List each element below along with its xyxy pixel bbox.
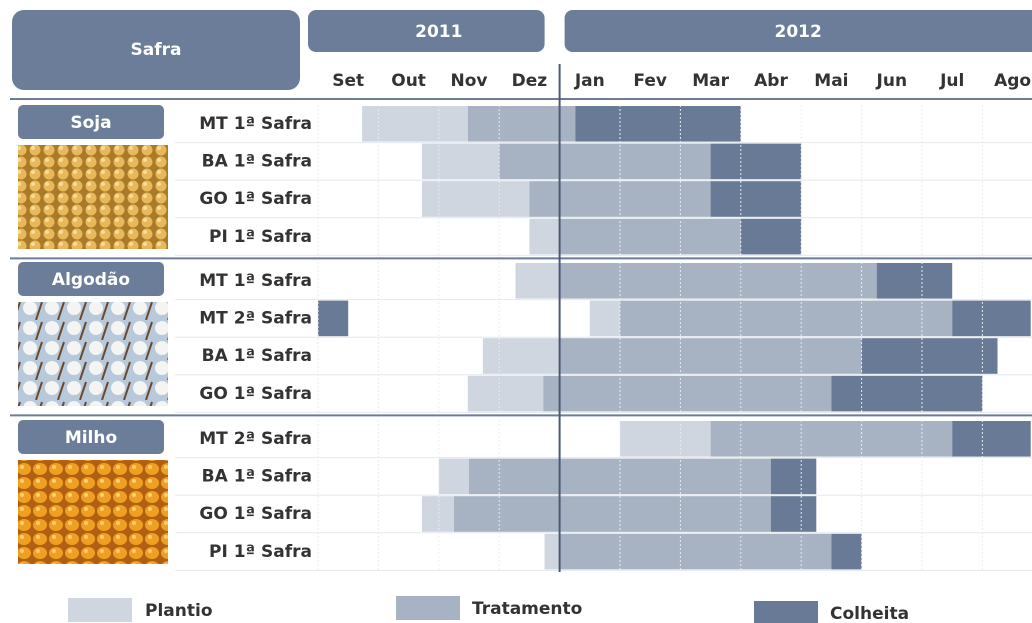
month-label: Mai [814, 71, 848, 91]
crop-image [18, 145, 168, 249]
phase-bar [421, 143, 500, 180]
phase-bar [952, 300, 1031, 337]
month-label: Ago [994, 71, 1031, 91]
phase-bar [861, 338, 998, 374]
crop-name-box [18, 420, 164, 454]
phase-bar [740, 218, 802, 255]
phase-bar [362, 106, 468, 142]
phase-bar [482, 338, 560, 374]
month-label: Jul [939, 71, 964, 91]
crop-name: Soja [70, 113, 111, 133]
content: Safra 2011 2012 Set Out Nov Dez Jan Fev Mar Abr Ma… [10, 10, 1032, 623]
crop-name-box [18, 105, 164, 139]
month-label: Nov [451, 71, 488, 91]
crop-name: Algodão [52, 270, 130, 290]
phase-bar [515, 263, 560, 299]
row-label: PI 1ª Safra [209, 227, 312, 247]
phase-bar [499, 143, 711, 180]
legend-label: Colheita [830, 604, 909, 623]
legend-label: Tratamento [472, 599, 582, 619]
safra-header-box [12, 10, 300, 90]
phase-bar [559, 338, 862, 374]
phase-bar [710, 143, 802, 180]
row-label: MT 1ª Safra [199, 271, 312, 291]
crop-image [18, 460, 168, 564]
year-box [308, 10, 545, 52]
phase-bar [710, 181, 802, 217]
row-label: MT 2ª Safra [199, 429, 312, 449]
phase-bar [831, 533, 862, 570]
phase-bar [589, 300, 620, 337]
phase-bar [952, 421, 1031, 457]
row-label: GO 1ª Safra [199, 504, 312, 524]
legend-swatch [754, 601, 818, 623]
phase-bar [559, 263, 877, 299]
phase-bar [620, 300, 953, 337]
phase-bar [453, 496, 771, 532]
phase-bar [831, 375, 983, 412]
phase-bar [421, 496, 454, 532]
legend-swatch [396, 596, 460, 620]
month-label: Out [391, 71, 426, 91]
phase-bar [559, 218, 741, 255]
legend-label: Plantio [145, 601, 213, 621]
row-label: BA 1ª Safra [202, 152, 312, 172]
row-label: BA 1ª Safra [202, 467, 312, 487]
phase-bar [544, 533, 560, 570]
month-label: Jan [574, 71, 605, 91]
month-label: Fev [633, 71, 667, 91]
phase-bar [467, 106, 576, 142]
row-label: GO 1ª Safra [199, 384, 312, 404]
row-label: GO 1ª Safra [199, 189, 312, 209]
month-label: Dez [512, 71, 548, 91]
phase-bar [318, 300, 349, 337]
crop-image [18, 302, 168, 406]
month-label: Jun [876, 71, 908, 91]
row-label: MT 2ª Safra [199, 309, 312, 329]
phase-bar [543, 375, 832, 412]
month-label: Set [332, 71, 364, 91]
year-label: 2012 [775, 22, 822, 42]
row-label: MT 1ª Safra [199, 114, 312, 134]
year-box [564, 10, 1032, 52]
phase-bar [421, 181, 530, 217]
phase-bar [620, 421, 711, 457]
row-label: BA 1ª Safra [202, 346, 312, 366]
year-label: 2011 [415, 22, 462, 42]
phase-bar [467, 375, 544, 412]
phase-bar [771, 458, 817, 495]
month-label: Mar [692, 71, 729, 91]
legend-swatch [68, 598, 132, 622]
phase-bar [529, 218, 560, 255]
phase-bar [710, 421, 953, 457]
month-label: Abr [754, 71, 788, 91]
safra-header: Safra [131, 40, 182, 60]
crop-name: Milho [65, 428, 117, 448]
crop-name-box [18, 262, 164, 296]
phase-bar [876, 263, 953, 299]
row-label: PI 1ª Safra [209, 542, 312, 562]
phase-bar [559, 533, 832, 570]
phase-bar [575, 106, 741, 142]
phase-bar [771, 496, 817, 532]
phase-bar [438, 458, 469, 495]
